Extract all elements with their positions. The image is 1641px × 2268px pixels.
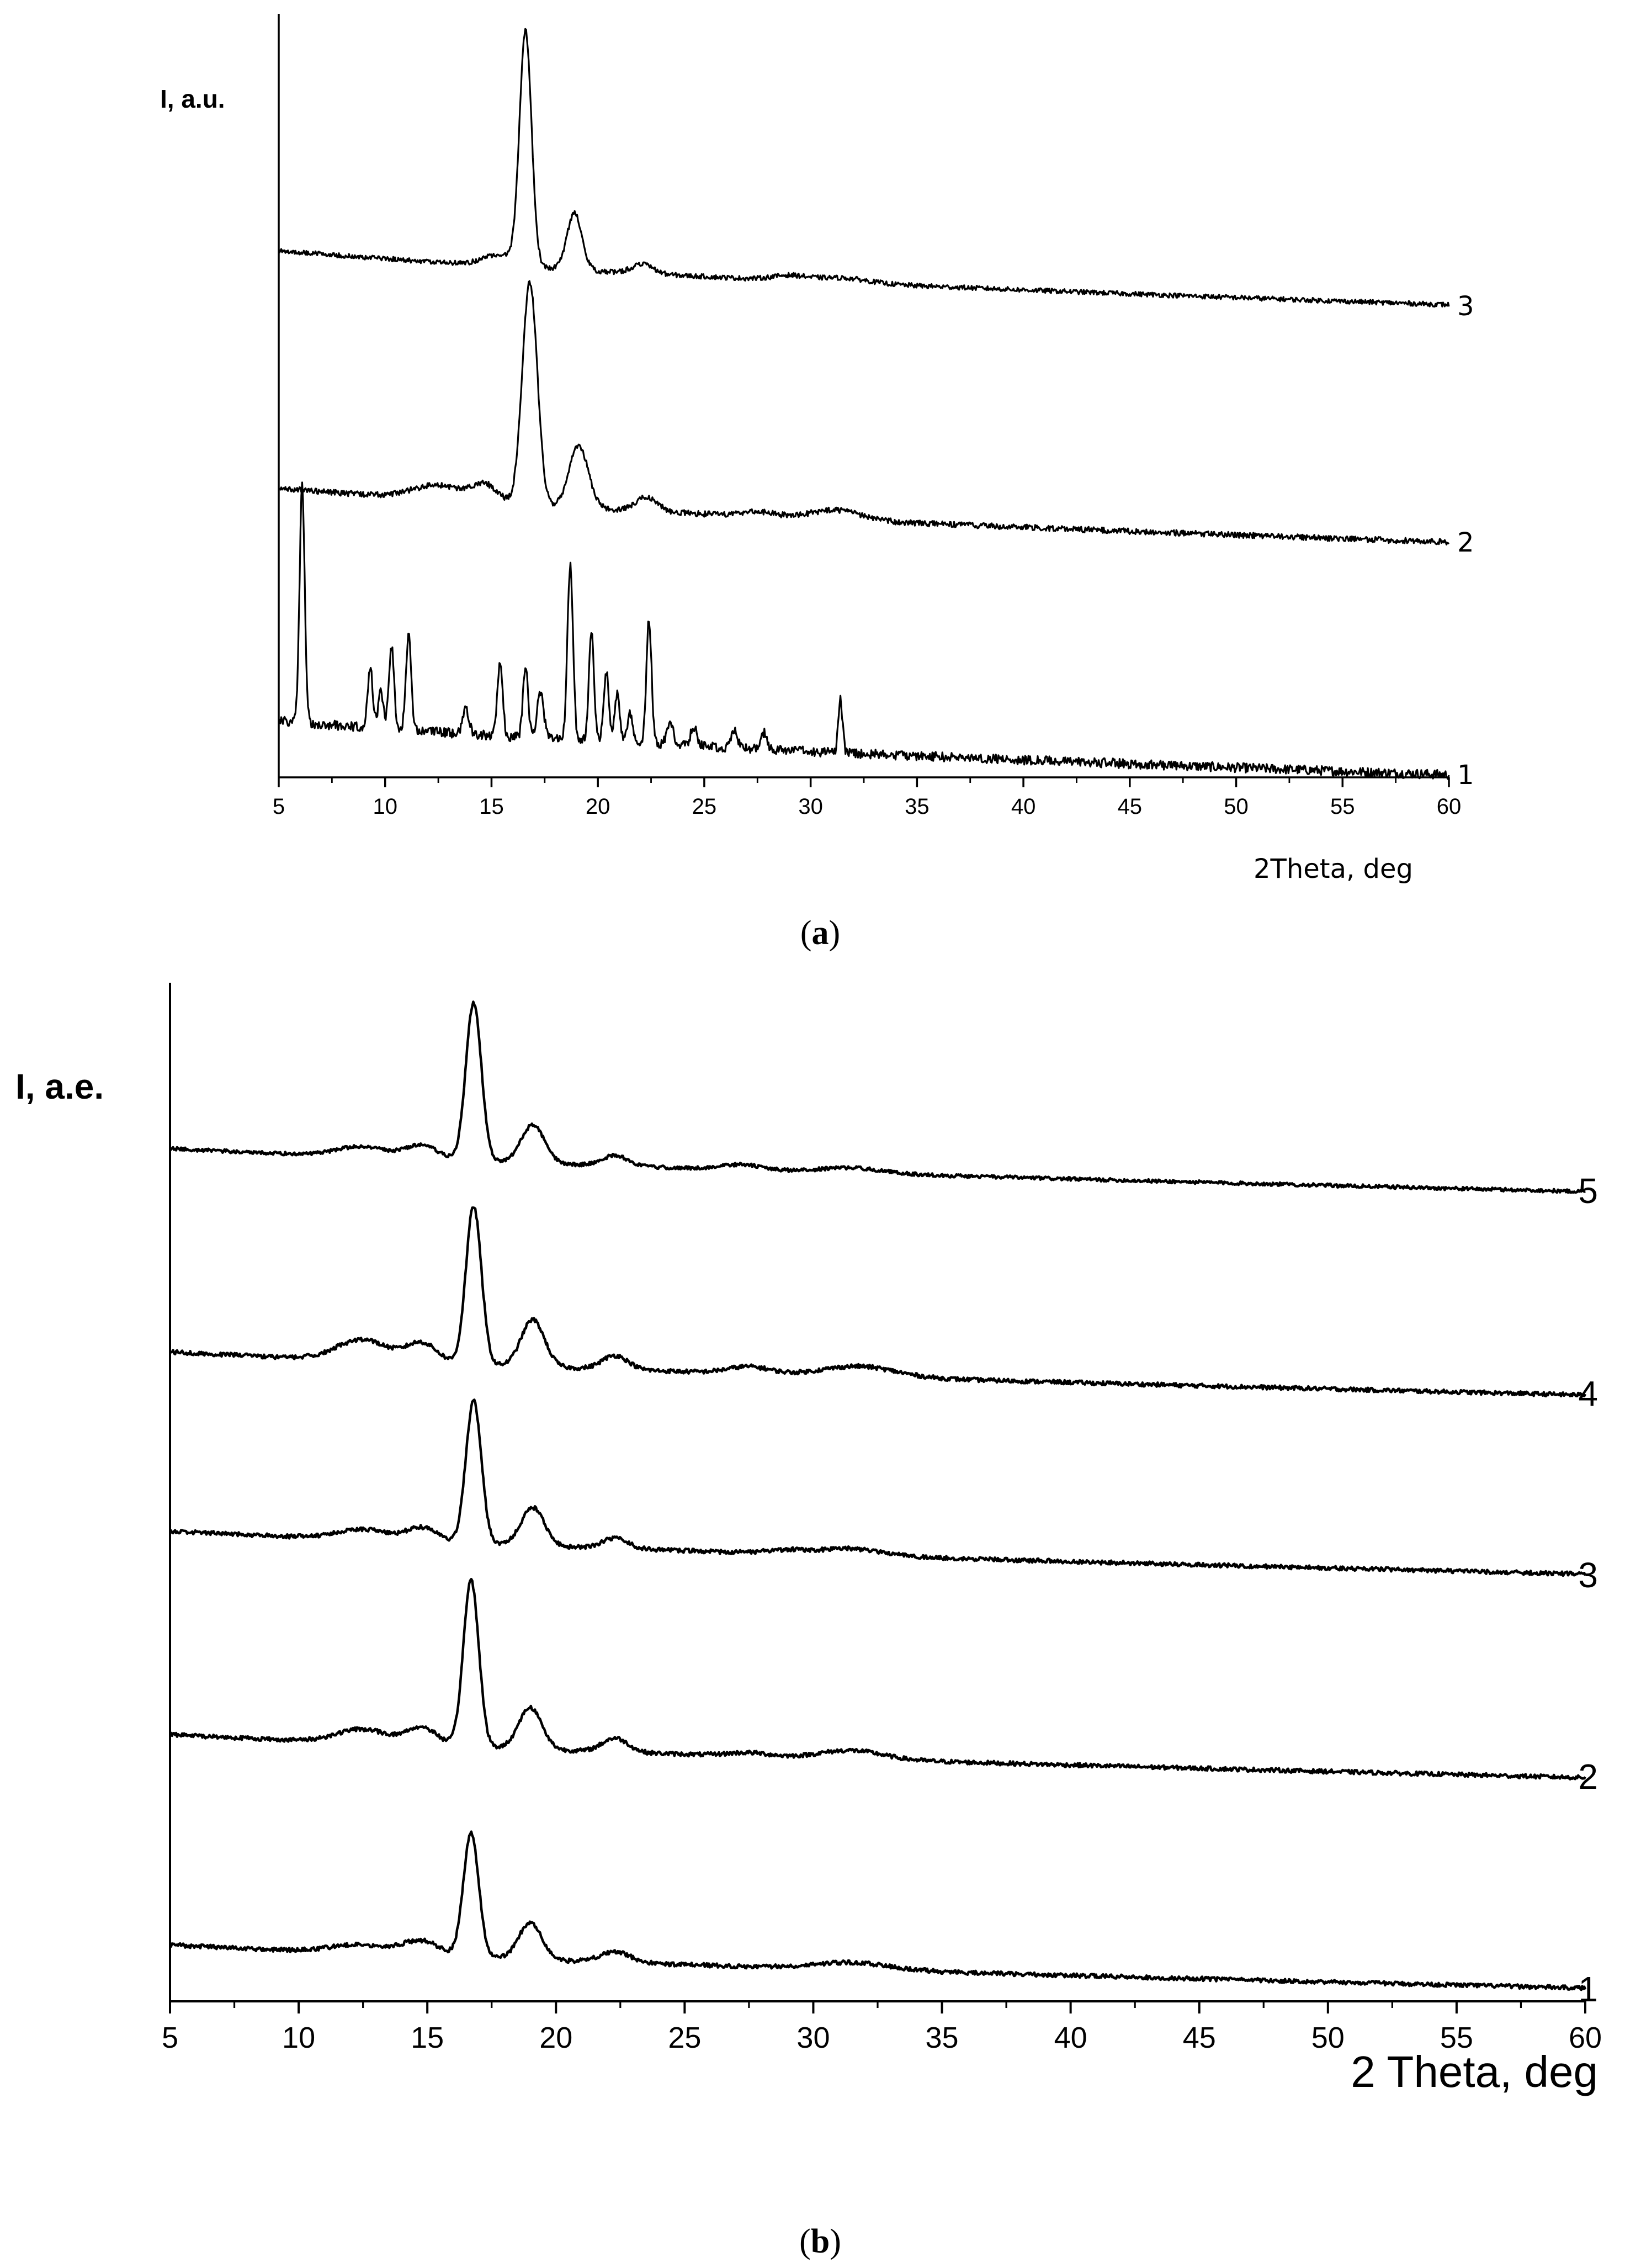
y-axis-label: I, a.e. [15,1067,104,1106]
x-tick-label: 15 [479,794,504,819]
x-tick-label: 30 [796,2021,830,2054]
x-tick-label: 25 [692,794,717,819]
x-tick-label: 35 [905,794,930,819]
x-tick-label: 50 [1224,794,1249,819]
series-line-1 [278,481,1450,780]
series-line-3 [169,1398,1587,1577]
series-line-5 [169,1000,1586,1194]
series-label-2: 2 [1578,1757,1598,1797]
x-tick-label: 60 [1569,2021,1602,2054]
x-tick-label: 5 [273,794,285,819]
x-axis-label: 2Theta, deg [1254,854,1413,884]
series-label-2: 2 [1457,527,1474,558]
panel-a: 5 10 15 20 25 30 35 40 45 50 55 60 I, a.u. 2Theta, de… [160,14,1474,884]
x-tick-label: 50 [1311,2021,1345,2054]
x-tick-label: 20 [586,794,610,819]
x-tick-label: 10 [373,794,397,819]
x-tick-label: 45 [1118,794,1143,819]
x-tick-label: 25 [668,2021,701,2054]
series-line-2 [278,280,1450,545]
x-tick-label: 60 [1437,794,1462,819]
series-line-3 [278,28,1450,308]
series-label-1: 1 [1578,1969,1598,2009]
series-line-1 [169,1830,1587,1991]
x-tick-label: 20 [539,2021,572,2054]
x-tick-label: 5 [162,2021,178,2054]
x-tick-label: 55 [1440,2021,1473,2054]
x-tick-label: 10 [282,2021,315,2054]
x-axis-label: 2 Theta, deg [1351,2047,1598,2096]
x-tick-label: 30 [798,794,823,819]
y-axis-label: I, a.u. [160,84,225,113]
caption-a: (a) [800,914,840,952]
x-tick-label: 35 [926,2021,959,2054]
x-tick-label: 15 [411,2021,444,2054]
series-line-4 [169,1206,1587,1398]
x-tick-label: 40 [1054,2021,1087,2054]
series-label-1: 1 [1457,760,1474,791]
caption-b: (b) [799,2223,841,2260]
x-tick-label: 45 [1183,2021,1216,2054]
series-label-3: 3 [1457,291,1474,322]
series-label-5: 5 [1578,1171,1598,1211]
series-label-4: 4 [1578,1374,1598,1414]
x-tick-label: 55 [1330,794,1355,819]
series-line-2 [169,1577,1586,1781]
x-tick-label: 40 [1011,794,1036,819]
series-label-3: 3 [1578,1555,1598,1595]
panel-b: 5 10 15 20 25 30 35 40 45 50 55 60I, a.e.2 Theta, d… [15,983,1602,2096]
